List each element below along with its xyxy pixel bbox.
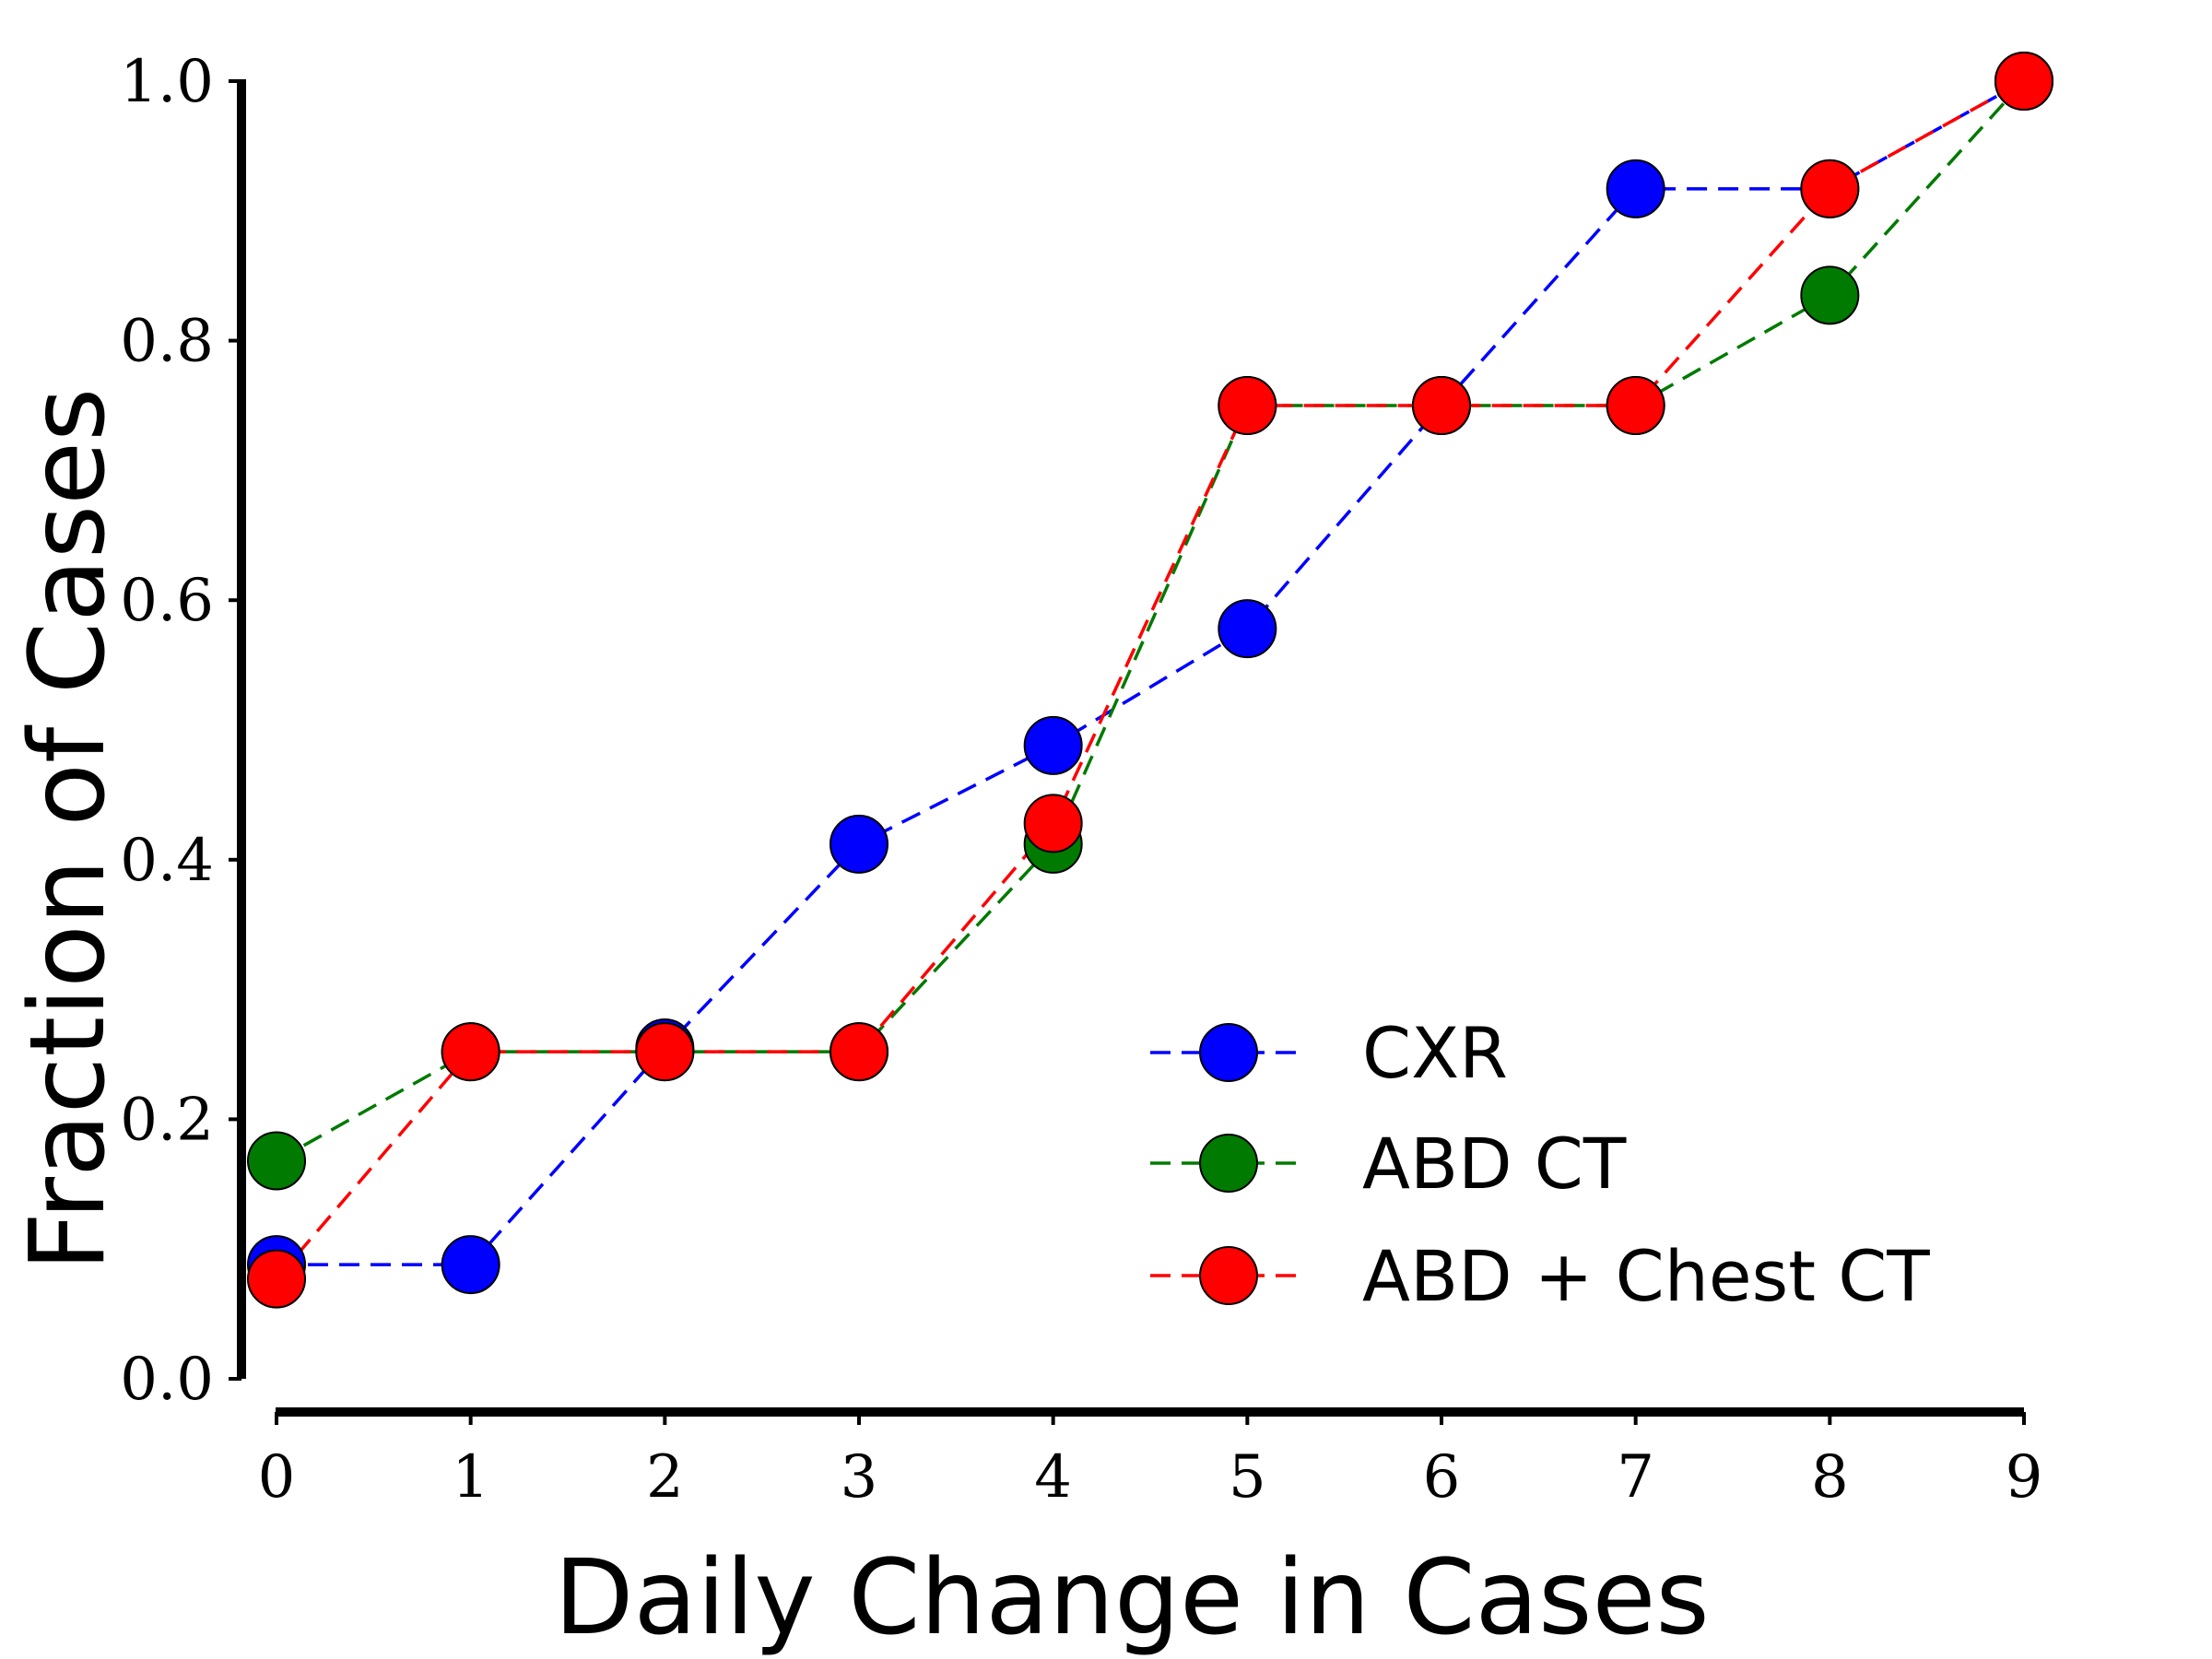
x-tick-label: 1 — [452, 1443, 489, 1512]
y-tick-label: 0.8 — [120, 308, 214, 376]
y-tick-label: 0.4 — [120, 827, 214, 895]
y-ticks: 0.0 0.2 0.4 0.6 0.8 1.0 — [120, 48, 241, 1414]
data-point-abd-ct — [247, 1131, 306, 1191]
x-tick-label: 2 — [646, 1443, 684, 1512]
x-ticks: 0 1 2 3 4 5 6 7 8 9 — [258, 1412, 2043, 1512]
data-point-abd-chest-ct — [1800, 159, 1860, 218]
legend-label-abd-chest-ct: ABD + Chest CT — [1362, 1235, 1930, 1317]
data-point-abd-chest-ct — [1994, 52, 2053, 111]
data-point-abd-chest-ct — [1023, 794, 1083, 853]
axes — [237, 79, 2024, 1417]
x-tick-label: 0 — [258, 1443, 296, 1512]
legend-marker-abd-chest-ct — [1199, 1246, 1258, 1305]
data-point-abd-chest-ct — [635, 1022, 695, 1082]
legend-label-cxr: CXR — [1362, 1012, 1508, 1094]
legend: CXR ABD CT ABD + Chest CT — [1150, 1012, 1930, 1317]
data-point-abd-ct — [1800, 265, 1860, 325]
data-point-abd-chest-ct — [1412, 376, 1471, 435]
series-group — [247, 52, 2053, 1309]
legend-label-abd-ct: ABD CT — [1362, 1123, 1627, 1205]
series-line-cxr — [276, 79, 2025, 1266]
data-point-cxr — [441, 1235, 500, 1295]
data-point-cxr — [830, 814, 888, 874]
y-tick-label: 1.0 — [120, 48, 214, 116]
data-point-abd-chest-ct — [441, 1022, 500, 1082]
data-point-abd-chest-ct — [830, 1022, 888, 1082]
x-tick-label: 3 — [841, 1443, 878, 1512]
series-line-abd-chest-ct — [275, 79, 2025, 1280]
y-tick-label: 0.0 — [120, 1346, 214, 1414]
data-point-abd-chest-ct — [1218, 376, 1277, 435]
x-tick-label: 4 — [1034, 1443, 1072, 1512]
data-point-cxr — [1218, 599, 1277, 659]
y-tick-label: 0.6 — [120, 567, 214, 635]
y-tick-label: 0.2 — [120, 1086, 214, 1154]
x-tick-label: 8 — [1811, 1443, 1849, 1512]
legend-marker-abd-ct — [1199, 1134, 1258, 1193]
x-tick-label: 9 — [2006, 1443, 2043, 1512]
data-point-cxr — [1023, 715, 1083, 775]
data-point-abd-chest-ct — [1606, 376, 1665, 435]
legend-marker-cxr — [1199, 1023, 1258, 1082]
x-tick-label: 6 — [1423, 1443, 1461, 1512]
x-axis-title: Daily Change in Cases — [554, 1538, 1710, 1658]
y-axis-title: Fraction of Cases — [8, 388, 128, 1272]
data-point-abd-chest-ct — [247, 1249, 306, 1309]
x-tick-label: 7 — [1617, 1443, 1654, 1512]
data-point-cxr — [1606, 159, 1665, 218]
x-tick-label: 5 — [1229, 1443, 1266, 1512]
